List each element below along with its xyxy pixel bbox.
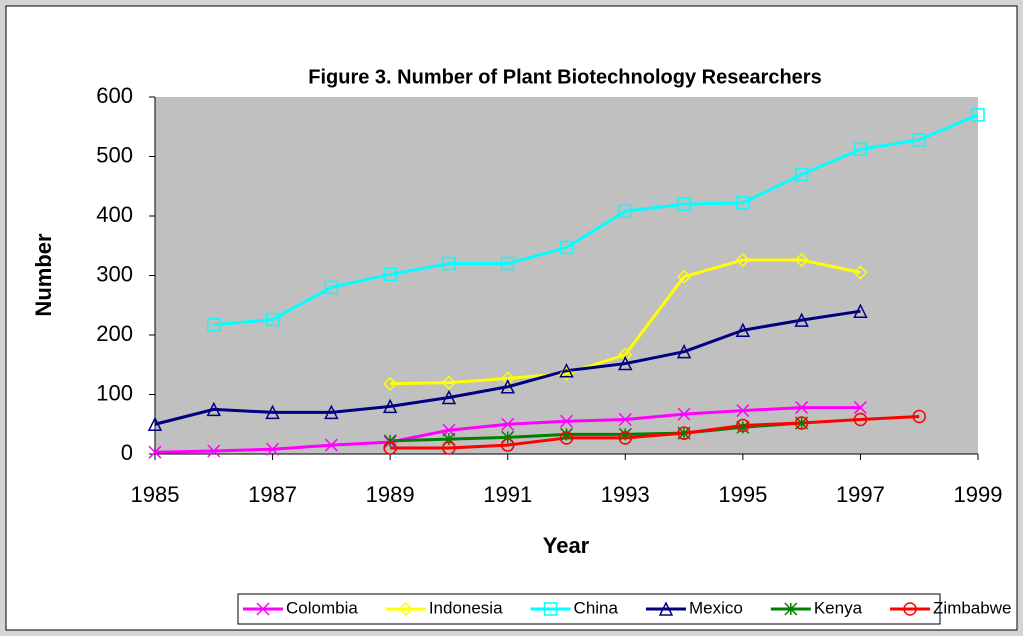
marker xyxy=(398,601,413,617)
marker xyxy=(543,602,558,616)
marker xyxy=(735,252,750,268)
marker xyxy=(266,442,280,456)
marker xyxy=(794,416,809,430)
marker xyxy=(618,204,633,218)
legend-label: Colombia xyxy=(286,598,358,617)
marker xyxy=(501,417,515,431)
legend-label: China xyxy=(574,598,619,617)
marker xyxy=(853,303,868,318)
marker xyxy=(147,416,163,431)
marker xyxy=(784,602,798,616)
marker xyxy=(853,412,868,427)
y-tick-label: 500 xyxy=(96,142,133,167)
legend-label: Indonesia xyxy=(429,598,503,617)
marker xyxy=(559,240,574,255)
marker xyxy=(256,602,270,616)
x-tick-label: 1989 xyxy=(366,482,415,507)
marker xyxy=(618,347,633,362)
x-tick-label: 1991 xyxy=(483,482,532,507)
marker xyxy=(441,389,457,405)
marker xyxy=(265,312,280,327)
marker xyxy=(324,280,339,295)
y-tick-label: 400 xyxy=(96,202,133,227)
marker xyxy=(971,108,985,122)
x-tick-label: 1997 xyxy=(836,482,885,507)
x-tick-label: 1999 xyxy=(954,482,1003,507)
marker xyxy=(735,322,751,337)
marker xyxy=(853,401,867,415)
marker xyxy=(383,267,397,282)
marker xyxy=(676,343,692,359)
marker xyxy=(853,265,868,280)
legend-label: Mexico xyxy=(689,598,743,617)
marker xyxy=(207,444,221,458)
series-line xyxy=(213,113,979,327)
marker xyxy=(677,426,691,440)
y-tick-label: 0 xyxy=(121,440,133,465)
marker xyxy=(658,601,674,616)
marker xyxy=(903,602,917,616)
y-tick-label: 300 xyxy=(96,261,133,286)
marker xyxy=(383,376,398,391)
marker xyxy=(559,427,574,441)
series-line xyxy=(154,309,861,426)
legend-label: Kenya xyxy=(814,598,863,617)
y-tick-label: 600 xyxy=(96,83,133,108)
series-line xyxy=(390,415,920,450)
marker xyxy=(265,404,280,420)
chart-title: Figure 3. Number of Plant Biotechnology … xyxy=(308,66,821,88)
marker xyxy=(559,414,574,428)
series-line xyxy=(390,258,861,386)
marker xyxy=(794,252,809,268)
marker xyxy=(736,196,750,210)
marker xyxy=(618,355,633,371)
marker xyxy=(500,371,515,386)
marker xyxy=(441,375,456,390)
marker xyxy=(912,409,926,424)
marker xyxy=(500,438,515,452)
y-tick-label: 100 xyxy=(96,380,133,405)
marker xyxy=(442,256,456,271)
y-tick-label: 200 xyxy=(96,321,133,346)
legend xyxy=(237,593,941,625)
marker xyxy=(736,418,750,433)
marker xyxy=(618,427,632,441)
marker xyxy=(442,441,456,455)
marker xyxy=(559,363,574,378)
marker xyxy=(500,256,515,271)
marker xyxy=(559,431,574,445)
marker xyxy=(794,312,809,327)
marker xyxy=(207,318,221,332)
marker xyxy=(324,404,339,420)
y-axis-label: Number xyxy=(31,233,56,317)
marker xyxy=(382,398,398,414)
marker xyxy=(618,412,632,427)
marker xyxy=(853,142,868,157)
x-tick-label: 1985 xyxy=(131,482,180,507)
marker xyxy=(912,133,926,147)
marker xyxy=(383,441,397,455)
x-axis-label: Year xyxy=(543,533,590,558)
x-tick-label: 1993 xyxy=(601,482,650,507)
marker xyxy=(500,379,515,394)
legend-label: Zimbabwe xyxy=(933,598,1011,617)
marker xyxy=(677,407,691,421)
marker xyxy=(677,269,692,284)
x-tick-label: 1995 xyxy=(718,482,767,507)
marker xyxy=(618,431,633,445)
marker xyxy=(677,197,691,211)
marker xyxy=(794,167,809,182)
marker xyxy=(206,401,221,417)
marker xyxy=(324,438,338,452)
marker xyxy=(383,434,397,448)
marker xyxy=(148,445,162,459)
marker xyxy=(736,404,750,418)
marker xyxy=(795,401,809,415)
x-tick-label: 1987 xyxy=(248,482,297,507)
